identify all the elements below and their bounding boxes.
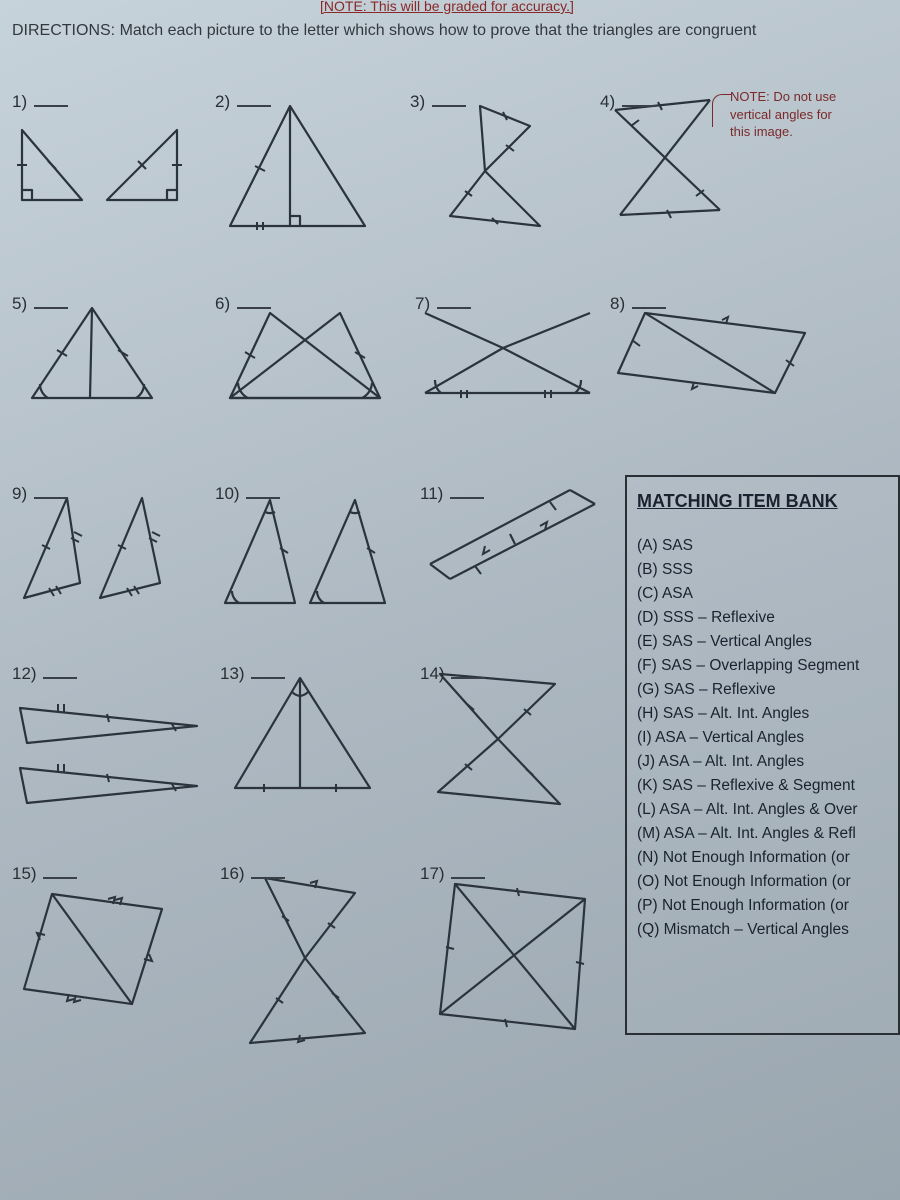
top-note: [NOTE: This will be graded for accuracy.… — [320, 0, 574, 14]
qnum: 17 — [420, 864, 439, 883]
note-arrow — [712, 94, 731, 127]
qnum: 15 — [12, 864, 31, 883]
qnum: 6 — [215, 294, 224, 313]
qnum: 13 — [220, 664, 239, 683]
question-label: 10) — [215, 480, 280, 504]
question-label: 8) — [610, 290, 666, 314]
question-label: 1) — [12, 88, 68, 112]
question-label: 3) — [410, 88, 466, 112]
question-14: 14) — [420, 660, 590, 814]
bank-title: MATCHING ITEM BANK — [637, 491, 892, 512]
bank-item: (G) SAS – Reflexive — [637, 678, 892, 702]
question-16: 16) — [220, 860, 400, 1058]
bank-item: (A) SAS — [637, 534, 892, 558]
qnum: 14 — [420, 664, 439, 683]
bank-item: (O) Not Enough Information (or — [637, 870, 892, 894]
question-17: 17) — [420, 860, 610, 1054]
qnum: 9 — [12, 484, 21, 503]
bank-item: (L) ASA – Alt. Int. Angles & Over — [637, 798, 892, 822]
question-15: 15) — [12, 860, 182, 1024]
question-label: 12) — [12, 660, 77, 684]
bank-item: (C) ASA — [637, 582, 892, 606]
note-q4: NOTE: Do not use vertical angles for thi… — [730, 88, 836, 141]
question-8: 8) — [610, 290, 820, 408]
question-3: 3) — [410, 88, 570, 246]
question-label: 7) — [415, 290, 471, 314]
worksheet-sheet: [NOTE: This will be graded for accuracy.… — [0, 0, 900, 1200]
bank-item: (I) ASA – Vertical Angles — [637, 726, 892, 750]
note-line: NOTE: Do not use — [730, 88, 836, 106]
question-1: 1) — [12, 88, 192, 230]
question-7: 7) — [415, 290, 605, 408]
qnum: 5 — [12, 294, 21, 313]
question-12: 12) — [12, 660, 212, 808]
bank-item: (N) Not Enough Information (or — [637, 846, 892, 870]
bank-item: (F) SAS – Overlapping Segment — [637, 654, 892, 678]
qnum: 2 — [215, 92, 224, 111]
qnum: 7 — [415, 294, 424, 313]
question-label: 5) — [12, 290, 68, 314]
bank-item: (Q) Mismatch – Vertical Angles — [637, 918, 892, 942]
question-label: 16) — [220, 860, 285, 884]
qnum: 3 — [410, 92, 419, 111]
bank-item: (D) SSS – Reflexive — [637, 606, 892, 630]
note-line: vertical angles for — [730, 106, 836, 124]
question-label: 2) — [215, 88, 271, 112]
question-label: 14) — [420, 660, 485, 684]
directions-text: DIRECTIONS: Match each picture to the le… — [12, 22, 756, 40]
note-line: this image. — [730, 123, 836, 141]
question-label: 11) — [420, 480, 484, 504]
qnum: 4 — [600, 92, 609, 111]
qnum: 11 — [420, 484, 438, 503]
question-13: 13) — [220, 660, 390, 808]
question-label: 17) — [420, 860, 485, 884]
question-5: 5) — [12, 290, 182, 418]
qnum: 12 — [12, 664, 31, 683]
bank-item: (B) SSS — [637, 558, 892, 582]
bank-item: (H) SAS – Alt. Int. Angles — [637, 702, 892, 726]
question-label: 13) — [220, 660, 285, 684]
question-11: 11) — [420, 480, 610, 604]
bank-item: (K) SAS – Reflexive & Segment — [637, 774, 892, 798]
question-2: 2) — [215, 88, 385, 246]
bank-item: (P) Not Enough Information (or — [637, 894, 892, 918]
bank-item: (M) ASA – Alt. Int. Angles & Refl — [637, 822, 892, 846]
qnum: 16 — [220, 864, 239, 883]
qnum: 1 — [12, 92, 21, 111]
question-6: 6) — [215, 290, 395, 418]
question-label: 4) — [600, 88, 656, 112]
matching-item-bank: MATCHING ITEM BANK (A) SAS (B) SSS (C) A… — [625, 475, 900, 1035]
question-label: 9) — [12, 480, 68, 504]
bank-item: (E) SAS – Vertical Angles — [637, 630, 892, 654]
bank-item: (J) ASA – Alt. Int. Angles — [637, 750, 892, 774]
question-label: 15) — [12, 860, 77, 884]
qnum: 10 — [215, 484, 234, 503]
question-10: 10) — [215, 480, 395, 618]
question-9: 9) — [12, 480, 192, 618]
question-label: 6) — [215, 290, 271, 314]
qnum: 8 — [610, 294, 619, 313]
